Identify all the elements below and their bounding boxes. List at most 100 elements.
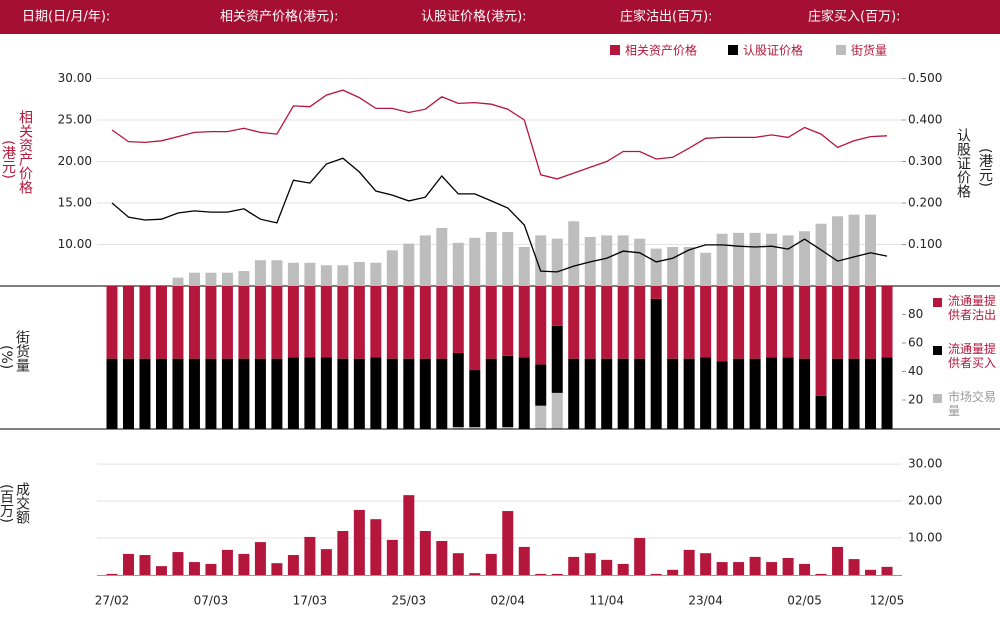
tick-label: 25.00 — [58, 113, 92, 127]
share-bar — [155, 358, 167, 429]
volume-bar — [238, 553, 250, 575]
tick-label: 20.00 — [58, 154, 92, 168]
y-axis-label: 相关资产价格 — [17, 110, 33, 194]
share-bar — [848, 358, 860, 429]
volume-bar — [436, 540, 448, 575]
share-bar — [782, 286, 794, 358]
street-bar — [287, 262, 299, 286]
volume-bar — [832, 546, 844, 575]
header-label: 庄家买入(百万): — [808, 9, 901, 25]
street-bar — [617, 235, 629, 286]
share-bar — [502, 355, 514, 428]
share-bar — [172, 286, 184, 359]
volume-bar — [122, 553, 134, 575]
street-bar — [634, 238, 646, 286]
share-bar — [320, 286, 332, 358]
volume-bar — [782, 557, 794, 575]
tick-label: 20 — [908, 393, 923, 407]
share-bar — [188, 286, 200, 359]
x-tick-label: 27/02 — [95, 594, 130, 608]
legend-swatch — [610, 45, 620, 55]
price-line — [111, 157, 888, 273]
share-bar — [403, 358, 415, 429]
share-bar — [601, 286, 613, 359]
share-bar — [106, 358, 118, 429]
street-bar — [667, 246, 679, 286]
share-bar — [205, 358, 217, 429]
legend-label: 街货量 — [851, 43, 887, 58]
legend-label: 流通量提供者买入 — [933, 342, 1000, 370]
header-label: 相关资产价格(港元): — [220, 9, 339, 25]
share-bar — [106, 286, 118, 359]
share-bar — [353, 286, 365, 359]
street-bar — [188, 272, 200, 286]
share-bar — [848, 286, 860, 359]
share-bar — [419, 358, 431, 429]
share-bar — [617, 358, 629, 429]
volume-bar — [617, 563, 629, 575]
share-bar — [337, 286, 349, 359]
street-bar — [848, 214, 860, 286]
share-bar — [568, 286, 580, 359]
tick-label: 30.00 — [908, 457, 942, 471]
share-bar — [403, 286, 415, 359]
share-bar — [832, 358, 844, 429]
share-bar — [452, 286, 464, 353]
tick-label: 10.00 — [908, 531, 942, 545]
volume-bar — [172, 552, 184, 575]
share-bar — [205, 286, 217, 359]
volume-bar — [584, 553, 596, 575]
legend-swatch — [933, 298, 942, 307]
volume-bar — [337, 531, 349, 575]
share-bar — [469, 370, 481, 428]
legend-label: 流通量提供者沽出 — [933, 294, 1000, 322]
tick-label: 60 — [908, 336, 923, 350]
street-bar — [733, 232, 745, 286]
share-bar — [733, 286, 745, 359]
legend-label: 认股证价格 — [743, 43, 803, 58]
street-bar — [452, 242, 464, 286]
volume-bar — [881, 566, 893, 575]
volume-bar — [568, 556, 580, 575]
share-bar — [353, 358, 365, 429]
volume-bar — [683, 549, 695, 575]
share-bar — [436, 286, 448, 359]
legend-label: 市场交易量 — [933, 390, 1000, 418]
x-tick-label: 02/05 — [787, 594, 822, 608]
street-bar — [601, 235, 613, 286]
share-bar — [238, 286, 250, 359]
price-line — [111, 89, 888, 180]
share-bar — [271, 358, 283, 429]
tick-label: 80 — [908, 307, 923, 321]
volume-bar — [848, 559, 860, 575]
street-bar — [403, 243, 415, 286]
share-bar — [799, 286, 811, 359]
share-bar — [650, 298, 662, 429]
street-bar — [650, 248, 662, 286]
x-tick-label: 17/03 — [293, 594, 328, 608]
share-bar — [551, 325, 563, 393]
tick-label: 30.00 — [58, 71, 92, 85]
share-bar — [650, 286, 662, 299]
volume-bar — [733, 562, 745, 575]
volume-bar — [601, 559, 613, 575]
volume-bar — [139, 555, 151, 575]
share-bar — [766, 286, 778, 358]
volume-bar — [188, 562, 200, 575]
y-axis-label: 成交额 — [14, 482, 30, 524]
volume-bar — [254, 542, 266, 575]
volume-bar — [766, 562, 778, 575]
y2-axis-label: 认股证价格 — [955, 128, 971, 198]
legend-swatch — [836, 45, 846, 55]
share-bar — [733, 358, 745, 429]
volume-bar — [106, 573, 118, 575]
volume-bar — [815, 573, 827, 575]
share-bar — [865, 358, 877, 429]
street-bar — [370, 262, 382, 286]
share-bar — [337, 358, 349, 429]
share-bar — [683, 286, 695, 359]
street-bar — [799, 231, 811, 286]
street-bar — [535, 235, 547, 286]
share-bar — [122, 286, 134, 359]
